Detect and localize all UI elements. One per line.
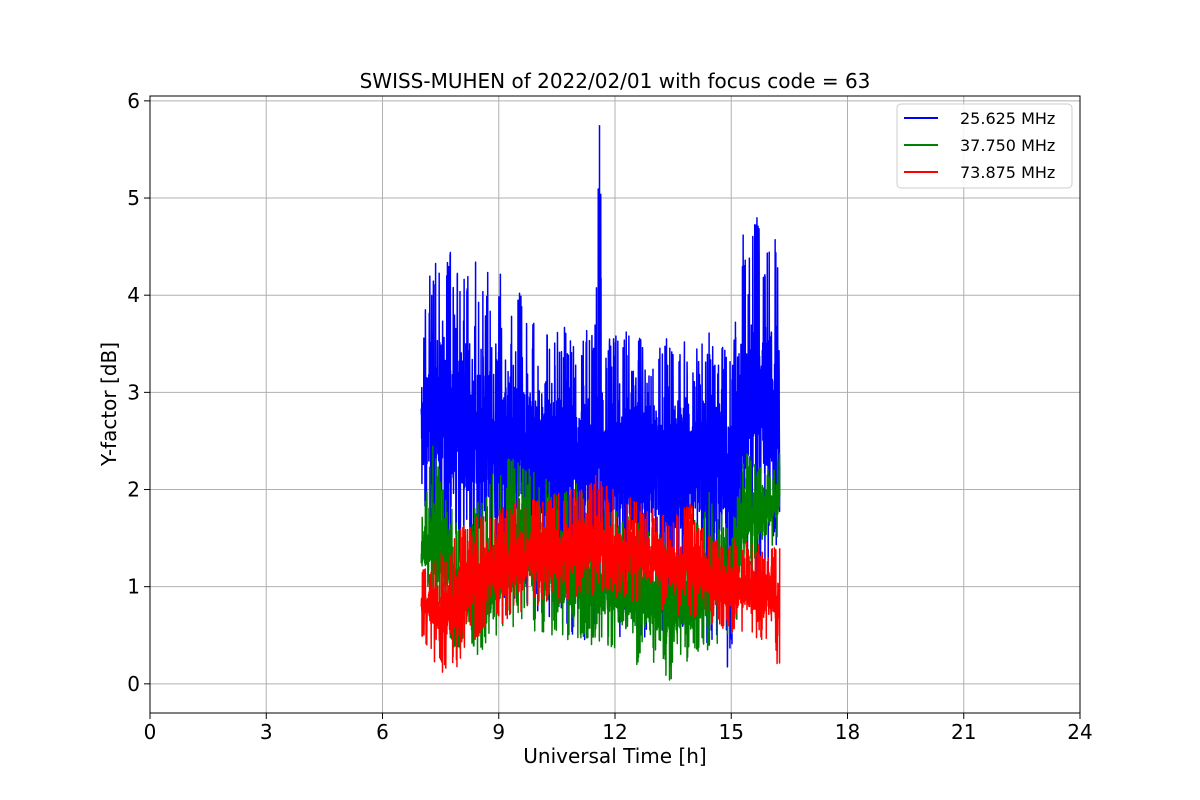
series-line-0 — [420, 188, 781, 668]
y-tick-label: 0 — [127, 672, 140, 696]
legend-box — [896, 103, 1073, 189]
legend-label-73mhz: 73.875 MHz — [960, 163, 1055, 182]
y-tick-label: 1 — [127, 575, 140, 599]
legend: 25.625 MHz 37.750 MHz 73.875 MHz — [896, 103, 1073, 189]
x-tick-label: 12 — [602, 720, 627, 744]
x-tick-label: 0 — [144, 720, 157, 744]
y-tick-label: 3 — [127, 380, 140, 404]
x-axis: 0 3 6 9 12 15 18 21 24 — [144, 713, 1093, 744]
series-layer — [420, 125, 781, 681]
x-axis-label: Universal Time [h] — [523, 744, 706, 768]
y-axis: 0 1 2 3 4 5 6 — [127, 89, 150, 696]
legend-label-25mhz: 25.625 MHz — [960, 109, 1055, 128]
x-tick-label: 18 — [835, 720, 860, 744]
y-tick-label: 6 — [127, 89, 140, 113]
x-tick-label: 3 — [260, 720, 273, 744]
chart-title: SWISS-MUHEN of 2022/02/01 with focus cod… — [360, 69, 871, 93]
y-tick-label: 2 — [127, 478, 140, 502]
x-tick-label: 24 — [1067, 720, 1092, 744]
legend-label-37mhz: 37.750 MHz — [960, 136, 1055, 155]
x-tick-label: 6 — [376, 720, 389, 744]
x-tick-label: 9 — [492, 720, 505, 744]
y-tick-label: 4 — [127, 283, 140, 307]
x-tick-label: 15 — [719, 720, 744, 744]
series-line-2 — [420, 480, 781, 673]
x-tick-label: 21 — [951, 720, 976, 744]
y-tick-label: 5 — [127, 186, 140, 210]
y-axis-label: Y-factor [dB] — [97, 342, 121, 467]
